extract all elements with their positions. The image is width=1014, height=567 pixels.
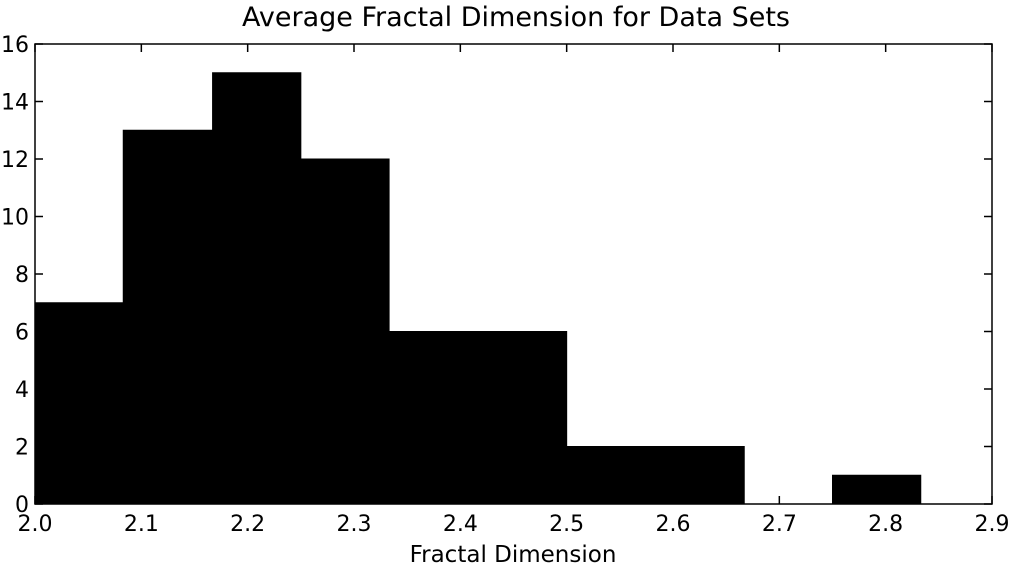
histogram-bar — [300, 158, 390, 505]
y-tick-label: 4 — [15, 378, 29, 403]
histogram-bar — [654, 446, 745, 505]
chart-title: Average Fractal Dimension for Data Sets — [242, 2, 790, 33]
histogram-bar — [212, 72, 302, 505]
histogram-bar — [122, 129, 214, 505]
histogram-bar — [34, 302, 124, 505]
x-tick-label: 2.1 — [124, 512, 159, 537]
histogram-bar — [388, 331, 479, 505]
bars-group — [34, 72, 922, 505]
x-axis-label: Fractal Dimension — [410, 542, 617, 567]
x-axis-ticks: 2.0 2.1 2.2 2.3 2.4 2.5 2.6 2.7 2.8 2.9 — [18, 44, 1010, 537]
y-tick-label: 2 — [15, 436, 29, 461]
histogram-bar — [566, 446, 656, 505]
y-axis-ticks: 0 2 4 6 8 10 12 14 16 — [1, 33, 992, 518]
y-tick-label: 14 — [1, 91, 29, 116]
y-tick-label: 10 — [1, 206, 29, 231]
x-tick-label: 2.0 — [18, 512, 53, 537]
histogram-bar — [832, 474, 922, 505]
y-tick-label: 6 — [15, 321, 29, 346]
x-tick-label: 2.8 — [868, 512, 903, 537]
y-tick-label: 0 — [15, 493, 29, 518]
histogram-bar — [477, 331, 568, 505]
y-tick-label: 16 — [1, 33, 29, 58]
y-tick-label: 8 — [15, 263, 29, 288]
x-tick-label: 2.9 — [975, 512, 1010, 537]
y-tick-label: 12 — [1, 148, 29, 173]
x-tick-label: 2.4 — [443, 512, 478, 537]
x-tick-label: 2.6 — [656, 512, 691, 537]
x-tick-label: 2.5 — [549, 512, 584, 537]
x-tick-label: 2.7 — [762, 512, 797, 537]
x-tick-label: 2.3 — [337, 512, 372, 537]
x-tick-label: 2.2 — [230, 512, 265, 537]
